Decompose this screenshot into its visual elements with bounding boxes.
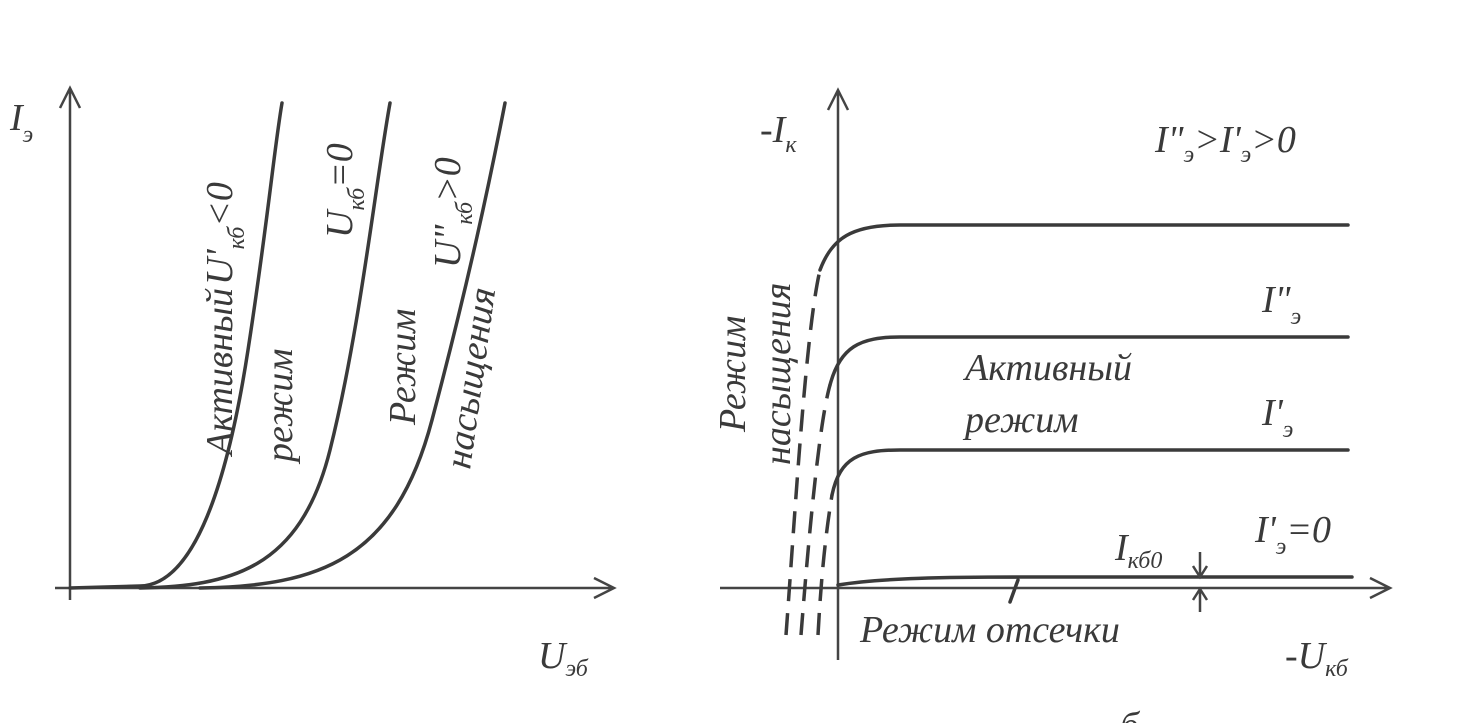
label-main: U" — [427, 224, 469, 268]
label-sub: э — [1276, 534, 1287, 560]
label-main: I" — [1154, 119, 1185, 161]
curve — [198, 101, 507, 590]
label-sub: э — [1184, 142, 1195, 168]
curve — [818, 223, 1350, 272]
axes — [720, 87, 1393, 660]
region-label: Активный — [199, 288, 241, 458]
x-axis-label: Uэб — [538, 635, 589, 682]
label-suffix: <0 — [199, 182, 241, 227]
y-axis-label: -Iк — [760, 109, 797, 158]
label-main: U — [319, 208, 361, 238]
label-main: I — [1114, 527, 1130, 569]
curve-label: I'э=0 — [1254, 509, 1331, 560]
label-main: -U — [1285, 635, 1328, 677]
label-suffix: >0 — [1251, 119, 1296, 161]
x-axis-label: -Uкб — [1285, 635, 1349, 682]
dashed-curve — [816, 494, 834, 636]
label-sub: к — [785, 132, 797, 158]
curve — [828, 335, 1350, 387]
dashed-curve — [784, 269, 822, 636]
curve — [138, 101, 392, 590]
arrows — [1191, 552, 1209, 612]
label-main: I" — [1261, 279, 1292, 321]
region-label: режим — [962, 399, 1079, 441]
label-main: -I — [760, 109, 788, 151]
curve — [836, 575, 1354, 604]
label-main: I' — [1261, 392, 1284, 434]
condition: I"э>I'э>0 — [1154, 119, 1296, 168]
label-sub: э — [23, 122, 34, 148]
label-sub: э — [1283, 417, 1294, 443]
region-label: режим — [259, 348, 301, 465]
label-main: I — [9, 97, 25, 139]
caption: б — [1120, 705, 1141, 723]
label-sub: кб — [1325, 656, 1349, 682]
axes — [55, 85, 617, 600]
region-label: насыщения — [757, 283, 799, 465]
label-sub: эб — [565, 656, 588, 682]
label-sub: кб — [344, 187, 370, 211]
curve-label: U'кб<0 — [199, 182, 250, 285]
curve — [68, 101, 284, 590]
label-sub: кб0 — [1128, 548, 1163, 574]
curve-label: U"кб>0 — [427, 157, 478, 268]
label-suffix: =0 — [319, 143, 361, 188]
curve — [830, 448, 1350, 497]
label-sub: э — [1241, 142, 1252, 168]
region-label: насыщения — [437, 285, 504, 472]
left-panel: Iэ Uэб Активный U'кб<0 режим Uкб=0 Режим… — [9, 85, 617, 682]
label-suffix: =0 — [1286, 509, 1331, 551]
dashed-curve — [799, 384, 832, 636]
region-label: Режим — [712, 316, 754, 433]
region-label: Режим — [382, 309, 424, 426]
label-sub: кб — [224, 226, 250, 250]
curve-label: I"э — [1261, 279, 1301, 330]
y-axis-label: Iэ — [9, 97, 33, 148]
right-panel: -Iк -Uкб I"э>I'э>0 I"э I'э I'э=0 Iкб0 Ре… — [712, 87, 1393, 682]
label-main: I' — [1254, 509, 1277, 551]
label-main: U' — [199, 249, 241, 285]
label-main: U — [538, 635, 568, 677]
label-sub: э — [1291, 304, 1302, 330]
region-label: Активный — [962, 347, 1132, 389]
region-label: Режим отсечки — [859, 609, 1120, 651]
curve-label: I'э — [1261, 392, 1293, 443]
label-sub: кб — [452, 201, 478, 225]
label-suffix: >0 — [427, 157, 469, 202]
current-label: Iкб0 — [1114, 527, 1162, 574]
curve-label: Uкб=0 — [319, 143, 370, 238]
label-main: >I' — [1194, 119, 1241, 161]
